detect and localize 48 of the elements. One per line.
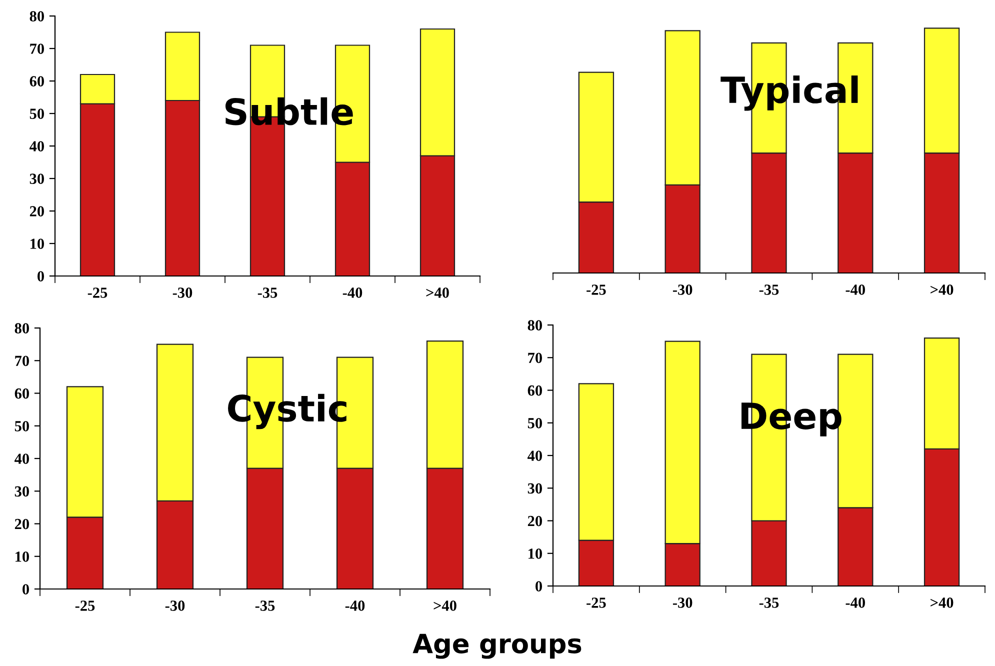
y-tick-label: 60 (14, 388, 29, 399)
x-tick-label: -25 (88, 288, 108, 298)
x-tick-label: >40 (930, 284, 954, 295)
y-tick-label: 30 (528, 483, 542, 494)
y-tick-label: 40 (528, 450, 542, 461)
text: Age groups (412, 634, 582, 659)
y-tick-label: 80 (30, 11, 44, 22)
x-tick-label: -40 (846, 284, 865, 295)
y-tick-label: 60 (528, 385, 542, 396)
x-tick-label: -30 (672, 284, 692, 295)
y-tick-label: 0 (536, 581, 542, 592)
x-tick-label: >40 (426, 288, 449, 298)
x-tick-label: -35 (255, 600, 275, 611)
x-tick-label: -40 (342, 288, 362, 298)
x-tick-label: -35 (258, 288, 278, 298)
x-tick-label: -30 (672, 598, 692, 608)
y-tick-label: 50 (528, 418, 542, 428)
y-tick-label: 40 (30, 141, 44, 152)
x-tick-label: -40 (345, 600, 365, 611)
y-tick-label: 80 (528, 320, 542, 330)
y-tick-label: 70 (528, 352, 542, 364)
y-tick-label: 50 (14, 421, 29, 432)
y-tick-label: 50 (30, 108, 44, 119)
y-tick-label: 30 (30, 174, 44, 184)
y-tick-label: 40 (14, 454, 29, 464)
x-tick-label: -30 (165, 600, 185, 611)
x-tick-label: -25 (75, 600, 95, 611)
y-tick-label: 10 (528, 548, 542, 559)
x-tick-label: -35 (759, 598, 779, 608)
x-tick-label: -30 (172, 288, 192, 298)
y-tick-label: 60 (30, 76, 44, 86)
y-tick-label: 20 (528, 516, 542, 526)
x-tick-label: >40 (434, 600, 456, 611)
y-tick-label: 80 (14, 323, 29, 334)
x-tick-label: -25 (586, 598, 606, 608)
y-tick-label: 10 (16, 552, 29, 562)
y-tick-label: 0 (22, 584, 29, 594)
y-tick-label: 20 (30, 206, 44, 216)
y-tick-label: 10 (30, 238, 44, 249)
x-tick-label: -35 (759, 284, 779, 295)
y-tick-label: 20 (14, 518, 29, 530)
x-tick-label: -25 (586, 284, 606, 295)
y-tick-label: 30 (14, 486, 29, 497)
x-tick-label: >40 (930, 598, 954, 608)
x-tick-label: -40 (846, 598, 865, 608)
y-tick-label: 70 (15, 356, 29, 366)
y-tick-label: 70 (30, 44, 44, 54)
y-tick-label: 0 (38, 271, 44, 282)
